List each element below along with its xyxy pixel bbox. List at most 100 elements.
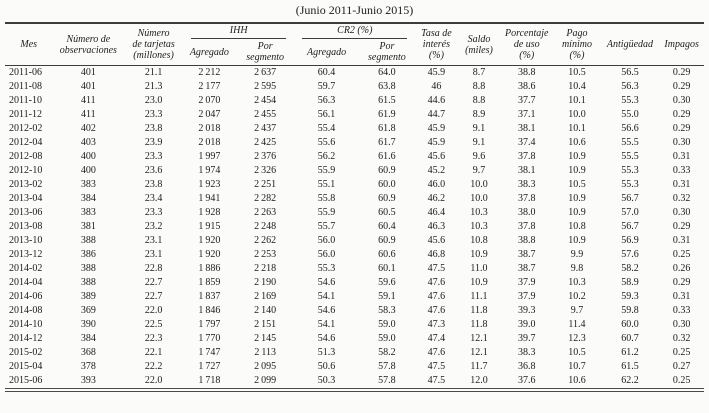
cell-saldo: 11.0 [470, 263, 488, 274]
cell-uso: 37.8 [517, 193, 536, 204]
cell-cr2_agregado: 55.1 [317, 179, 336, 190]
cell-pago: 11.4 [568, 319, 586, 330]
group-header-cr2-label: CR2 (%) [337, 25, 373, 36]
cell-saldo: 12.1 [470, 347, 488, 358]
ihh-underline [190, 37, 287, 39]
cell-tasa: 44.6 [427, 95, 446, 106]
cell-observaciones: 378 [80, 361, 96, 372]
col-header-tarjetas: Número de tarjetas (millones) [124, 23, 183, 66]
cell-tasa: 46 [431, 81, 442, 92]
cell-uso: 38.3 [517, 179, 536, 190]
table-row: 2015-06 393 22.0 1 718 2 099 50.3 57.8 47.5 12.0… [5, 374, 704, 390]
cell-saldo: 11.1 [470, 291, 488, 302]
cell-mes: 2013-10 [9, 235, 43, 246]
cell-pago: 9.9 [570, 249, 584, 260]
cell-cr2_segmento: 57.8 [378, 375, 396, 386]
cell-ihh_segmento: 2 099 [254, 375, 277, 386]
cell-tarjetas: 23.3 [144, 207, 163, 218]
col-header-observaciones: Número de observaciones [52, 23, 125, 66]
cell-pago: 10.6 [568, 375, 586, 386]
cell-ihh_agregado: 1 886 [198, 263, 221, 274]
cell-tasa: 47.6 [427, 305, 446, 316]
cell-saldo: 10.0 [470, 179, 488, 190]
table-row: 2012-04 403 23.9 2 018 2 425 55.6 61.7 45.9 9.1 3… [5, 136, 704, 150]
col-header-uso: Porcentaje de uso (%) [500, 23, 554, 66]
cell-tasa: 45.9 [427, 137, 446, 148]
cell-ihh_segmento: 2 455 [254, 109, 277, 120]
cell-cr2_agregado: 55.8 [317, 193, 336, 204]
cell-mes: 2012-04 [9, 137, 43, 148]
cell-saldo: 9.1 [472, 123, 486, 134]
cell-cr2_segmento: 64.0 [378, 67, 396, 78]
col-header-mes: Mes [5, 23, 53, 66]
cell-mes: 2013-08 [9, 221, 43, 232]
cell-ihh_segmento: 2 145 [254, 333, 277, 344]
cell-observaciones: 383 [80, 179, 96, 190]
cell-uso: 37.4 [517, 137, 536, 148]
table-row: 2014-08 369 22.0 1 846 2 140 54.6 58.3 47.6 11.8… [5, 304, 704, 318]
cell-observaciones: 384 [80, 333, 96, 344]
col-header-ihh-segmento: Por segmento [235, 39, 295, 66]
cell-cr2_agregado: 55.4 [317, 123, 336, 134]
cell-antiguedad: 62.2 [621, 375, 639, 386]
cell-observaciones: 400 [80, 151, 96, 162]
cell-mes: 2014-02 [9, 263, 43, 274]
cell-pago: 10.4 [568, 81, 586, 92]
cell-cr2_agregado: 56.0 [317, 235, 336, 246]
cell-tasa: 45.6 [427, 151, 446, 162]
cell-impagos: 0.30 [672, 137, 691, 148]
cell-tarjetas: 23.2 [144, 221, 163, 232]
cell-cr2_agregado: 50.6 [317, 361, 336, 372]
table-row: 2013-04 384 23.4 1 941 2 282 55.8 60.9 46.2 10.0… [5, 192, 704, 206]
cell-cr2_segmento: 58.3 [378, 305, 396, 316]
cell-cr2_segmento: 60.0 [378, 179, 396, 190]
cell-observaciones: 400 [80, 165, 96, 176]
cell-uso: 39.7 [517, 333, 536, 344]
cr2-underline [302, 37, 408, 39]
cell-antiguedad: 55.3 [621, 95, 639, 106]
cell-pago: 12.3 [568, 333, 586, 344]
cell-ihh_segmento: 2 437 [254, 123, 277, 134]
cell-uso: 38.3 [517, 347, 536, 358]
cell-mes: 2014-08 [9, 305, 43, 316]
table-row: 2013-12 386 23.1 1 920 2 253 56.0 60.6 46.8 10.9… [5, 248, 704, 262]
cell-ihh_agregado: 2 212 [198, 67, 221, 78]
cell-impagos: 0.30 [672, 319, 691, 330]
cell-pago: 10.3 [568, 277, 586, 288]
cell-antiguedad: 55.3 [621, 179, 639, 190]
cell-saldo: 11.8 [470, 305, 488, 316]
cell-uso: 37.9 [517, 291, 536, 302]
cell-antiguedad: 61.2 [621, 347, 639, 358]
cell-tasa: 44.7 [427, 109, 446, 120]
cell-pago: 10.6 [568, 137, 586, 148]
cell-impagos: 0.31 [672, 291, 691, 302]
cell-ihh_agregado: 1 747 [198, 347, 221, 358]
cell-impagos: 0.26 [672, 263, 691, 274]
cell-ihh_segmento: 2 282 [254, 193, 277, 204]
cell-impagos: 0.30 [672, 95, 691, 106]
table-row: 2014-12 384 22.3 1 770 2 145 54.6 59.0 47.4 12.1… [5, 332, 704, 346]
cell-impagos: 0.29 [672, 221, 691, 232]
cell-observaciones: 402 [80, 123, 96, 134]
cell-antiguedad: 59.3 [621, 291, 639, 302]
col-header-cr2-segmento: Por segmento [358, 39, 416, 66]
cell-ihh_segmento: 2 454 [254, 95, 277, 106]
cell-tasa: 47.5 [427, 375, 446, 386]
cell-cr2_segmento: 60.1 [378, 263, 396, 274]
cell-mes: 2011-06 [9, 67, 42, 78]
table-row: 2011-08 401 21.3 2 177 2 595 59.7 63.8 46 8.8 38.… [5, 80, 704, 94]
cell-pago: 10.9 [568, 165, 586, 176]
cell-mes: 2013-06 [9, 207, 43, 218]
cell-cr2_segmento: 59.1 [378, 291, 396, 302]
cell-cr2_segmento: 61.8 [378, 123, 396, 134]
cell-saldo: 10.3 [470, 207, 488, 218]
cell-ihh_segmento: 2 326 [254, 165, 277, 176]
cell-cr2_agregado: 54.1 [317, 291, 336, 302]
cell-observaciones: 403 [80, 137, 96, 148]
cell-uso: 37.1 [517, 109, 536, 120]
cell-cr2_agregado: 55.7 [317, 221, 336, 232]
cell-ihh_segmento: 2 376 [254, 151, 277, 162]
cell-pago: 10.2 [568, 291, 586, 302]
cell-observaciones: 381 [80, 221, 96, 232]
cell-observaciones: 388 [80, 277, 96, 288]
